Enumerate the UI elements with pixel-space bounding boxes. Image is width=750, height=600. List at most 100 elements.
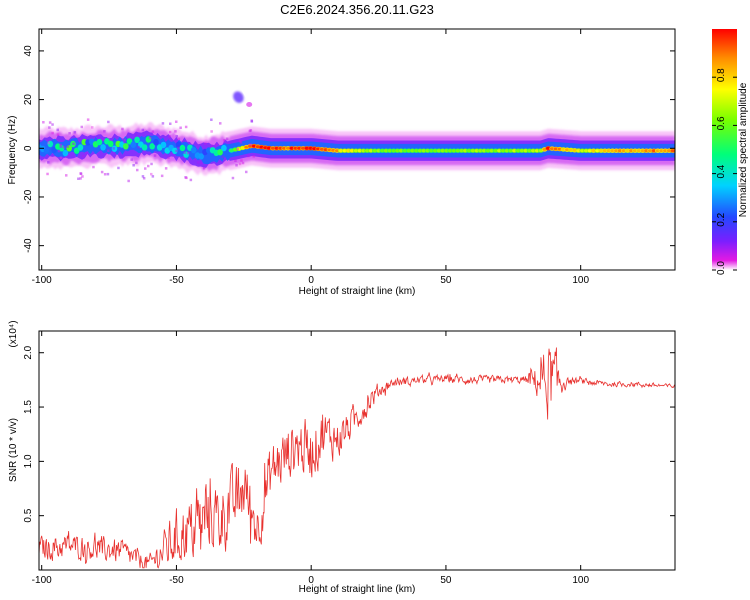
- spectrogram-cell-core: [493, 149, 498, 153]
- spectrogram-cell-core: [297, 146, 302, 150]
- spectrogram-cell-core: [670, 149, 675, 153]
- spectrogram-cell: [130, 141, 137, 148]
- spectrogram-cell: [153, 139, 159, 146]
- spectrogram-cell-core: [338, 149, 343, 153]
- spectrogram-cell: [100, 144, 106, 151]
- spectrogram-cell-core: [576, 149, 581, 153]
- spectrogram-speckle: [151, 175, 155, 178]
- spectrogram-cell: [126, 138, 133, 145]
- spectrogram-cell-core: [270, 146, 276, 150]
- spectrogram-x-label: Height of straight line (km): [299, 286, 416, 297]
- spectrogram-speckle: [141, 175, 145, 178]
- x-tick-label: 0: [308, 575, 314, 586]
- spectrogram-speckle: [161, 122, 165, 125]
- snr-y-scale-note: (x10⁴): [8, 320, 19, 347]
- spectrogram-cell-core: [357, 149, 362, 153]
- spectrogram-cell: [134, 136, 140, 143]
- y-tick-label: 0: [23, 145, 34, 151]
- spectrogram-speckle: [48, 121, 52, 124]
- spectrogram-speckle: [238, 162, 242, 166]
- spectrogram-cell-core: [663, 149, 668, 153]
- spectrogram-cell: [123, 143, 129, 150]
- spectrogram-speckle: [68, 132, 71, 135]
- spectrogram-speckle: [248, 129, 252, 133]
- y-tick-label: 20: [23, 94, 34, 106]
- spectrogram-speckle: [134, 133, 138, 136]
- x-tick-label: -100: [32, 275, 52, 286]
- spectrogram-cell-core: [300, 146, 306, 150]
- spectrogram-speckle: [164, 167, 168, 170]
- spectrogram-cell-core: [455, 149, 460, 153]
- spectrogram-speckle: [51, 131, 54, 135]
- spectrogram-cell: [190, 147, 197, 154]
- spectrogram-speckle: [177, 137, 181, 141]
- colorbar: 0.0 0.2 0.4 0.6 0.8 Normalized spectral ampl…: [712, 29, 749, 275]
- spectrogram-speckle: [186, 151, 190, 155]
- spectrogram-cell-core: [648, 149, 653, 153]
- snr-y-ticks: 0.5 1.0 1.5 2.0: [23, 345, 675, 523]
- spectrogram-frame: [38, 28, 676, 271]
- spectrogram-speckle: [92, 165, 95, 169]
- spectrogram-cell-core: [621, 149, 626, 153]
- spectrogram-speckle: [175, 149, 178, 153]
- spectrogram-cell-core: [425, 149, 430, 153]
- spectrogram-speckle: [51, 123, 54, 126]
- spectrogram-speckle: [59, 143, 62, 147]
- spectrogram-cell: [175, 141, 182, 148]
- spectrogram-speckle: [225, 137, 229, 140]
- spectrogram-cell-core: [353, 149, 359, 153]
- figure-title: C2E6.2024.356.20.11.G23: [280, 2, 434, 17]
- spectrogram-cell-core: [602, 149, 608, 153]
- spectrogram-cell-core: [383, 149, 389, 153]
- spectrogram-speckle: [80, 125, 83, 129]
- spectrogram-cell-core: [587, 149, 592, 153]
- spectrogram-speckle: [147, 164, 150, 168]
- spectrogram-speckle: [136, 168, 139, 172]
- spectrogram-cell-core: [595, 149, 600, 153]
- spectrogram-speckle: [57, 149, 61, 153]
- spectrogram-cell-core: [659, 149, 664, 153]
- spectrogram-speckle: [62, 145, 66, 149]
- spectrogram-cell-core: [440, 149, 445, 153]
- snr-panel: -100 -50 0 50 100 0.5 1.0 1.5 2.0 Height of str…: [8, 320, 676, 595]
- spectrogram-x-ticks: -100 -50 0 50 100: [32, 29, 589, 286]
- colorbar-tick-label: 0.6: [716, 116, 727, 130]
- spectrogram-speckle: [142, 177, 146, 180]
- spectrogram-speckle: [82, 155, 85, 158]
- spectrogram-side-blob: [246, 101, 253, 107]
- spectrogram-cell-core: [289, 146, 294, 150]
- spectrogram-speckle: [153, 154, 157, 157]
- spectrogram-speckle: [204, 142, 207, 145]
- x-tick-label: 50: [440, 275, 452, 286]
- spectrogram-cell-core: [463, 149, 468, 153]
- colorbar-label: Normalized spectral amplitude: [738, 82, 749, 217]
- spectrogram-speckle: [183, 151, 186, 154]
- spectrogram-cell-core: [451, 149, 457, 153]
- spectrogram-speckle: [72, 142, 75, 145]
- spectrogram-speckle: [135, 161, 138, 165]
- spectrogram-speckle: [231, 176, 235, 180]
- spectrogram-speckle: [101, 138, 105, 141]
- spectrogram-side-blob: [233, 91, 244, 103]
- spectrogram-cell-core: [342, 149, 347, 153]
- spectrogram-cell-core: [285, 146, 291, 150]
- spectrogram-cell-core: [448, 149, 453, 153]
- spectrogram-speckle: [241, 161, 245, 165]
- spectrogram-speckle: [249, 143, 252, 146]
- spectrogram-cell-core: [372, 149, 377, 153]
- spectrogram-cell-core: [395, 149, 400, 153]
- spectrogram-speckle: [73, 131, 77, 134]
- snr-frame: [38, 330, 676, 571]
- spectrogram-cell: [172, 147, 178, 154]
- snr-series-line: [39, 347, 675, 569]
- spectrogram-speckle: [47, 161, 50, 164]
- x-tick-label: 0: [308, 275, 314, 286]
- spectrogram-cell-core: [282, 146, 287, 150]
- y-tick-label: 1.5: [23, 400, 34, 414]
- spectrogram-speckle: [144, 167, 147, 170]
- spectrogram-cell-core: [580, 149, 585, 153]
- x-tick-label: 50: [440, 575, 452, 586]
- spectrogram-speckle: [132, 164, 135, 167]
- spectrogram-cell-core: [629, 149, 634, 153]
- snr-y-label: SNR (10 * v/v): [8, 418, 19, 482]
